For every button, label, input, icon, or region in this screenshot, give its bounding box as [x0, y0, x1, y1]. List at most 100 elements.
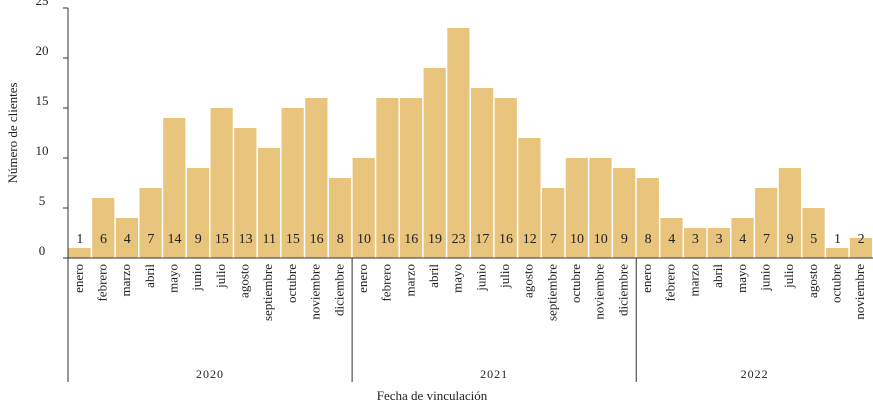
data-label: 7: [147, 232, 154, 247]
x-tick-label: enero: [639, 264, 654, 293]
data-label: 15: [215, 232, 229, 247]
bar: [447, 28, 470, 258]
bar: [68, 248, 91, 258]
bar: [471, 88, 494, 258]
x-tick-label: marzo: [686, 264, 701, 296]
data-label: 8: [337, 232, 344, 247]
bar: [826, 248, 849, 258]
x-axis-title: Fecha de vinculación: [377, 388, 488, 403]
x-tick-label: noviembre: [592, 264, 607, 320]
data-label: 12: [523, 232, 537, 247]
y-tick-label: 5: [39, 193, 46, 208]
data-label: 3: [716, 232, 723, 247]
bar: [281, 108, 304, 258]
bar: [542, 188, 565, 258]
x-group-label: 2020: [196, 367, 224, 381]
bar: [613, 168, 636, 258]
data-label: 10: [357, 232, 371, 247]
x-tick-label: octubre: [828, 264, 843, 303]
data-label: 7: [550, 232, 557, 247]
bar: [849, 238, 872, 258]
bar: [731, 218, 754, 258]
y-tick-label: 20: [36, 43, 49, 58]
x-tick-label: diciembre: [331, 264, 346, 316]
y-tick-label: 0: [39, 243, 46, 258]
x-tick-label: mayo: [734, 264, 749, 293]
x-tick-label: febrero: [94, 264, 109, 302]
bar: [210, 108, 233, 258]
data-label: 19: [428, 232, 442, 247]
data-label: 17: [475, 232, 489, 247]
bar: [707, 228, 730, 258]
x-tick-label: julio: [213, 264, 228, 289]
bar: [257, 148, 281, 258]
x-tick-label: mayo: [166, 264, 181, 293]
data-label: 6: [100, 232, 107, 247]
bar: [778, 168, 801, 258]
x-tick-label: septiembre: [260, 264, 275, 321]
data-label: 9: [787, 232, 794, 247]
x-tick-label: octubre: [284, 264, 299, 303]
x-tick-label: julio: [497, 264, 512, 289]
bar: [328, 178, 352, 258]
x-tick-label: marzo: [402, 264, 417, 296]
data-label: 9: [195, 232, 202, 247]
bar: [494, 98, 517, 258]
bar: [139, 188, 162, 258]
x-tick-label: enero: [71, 264, 86, 293]
y-axis-title: Número de clientes: [5, 82, 20, 183]
x-tick-label: agosto: [237, 264, 252, 298]
x-tick-label: junio: [473, 264, 488, 292]
y-tick-label: 15: [36, 93, 49, 108]
data-label: 16: [404, 232, 418, 247]
x-tick-label: agosto: [521, 264, 536, 298]
x-tick-label: noviembre: [852, 264, 867, 320]
x-tick-label: mayo: [450, 264, 465, 293]
y-tick-label: 10: [36, 143, 49, 158]
x-tick-label: junio: [189, 264, 204, 292]
bar: [376, 98, 399, 258]
data-label: 16: [499, 232, 513, 247]
x-tick-label: septiembre: [544, 264, 559, 321]
x-tick-label: diciembre: [615, 264, 630, 316]
x-tick-label: febrero: [379, 264, 394, 302]
data-label: 16: [310, 232, 324, 247]
bar: [423, 68, 446, 258]
bar: [636, 178, 659, 258]
data-label: 9: [621, 232, 628, 247]
bar: [565, 158, 588, 258]
y-tick-label: 25: [36, 0, 49, 8]
data-label: 10: [594, 232, 608, 247]
data-label: 4: [124, 232, 131, 247]
data-label: 2: [858, 232, 865, 247]
x-group-label: 2021: [480, 367, 508, 381]
bar: [234, 128, 257, 258]
data-label: 23: [452, 232, 466, 247]
x-tick-label: agosto: [805, 264, 820, 298]
data-label: 8: [645, 232, 652, 247]
data-label: 4: [668, 232, 675, 247]
x-tick-label: abril: [142, 264, 157, 288]
data-label: 15: [286, 232, 300, 247]
data-label: 1: [76, 232, 83, 247]
bar: [163, 118, 186, 258]
data-label: 3: [692, 232, 699, 247]
bar: [802, 208, 825, 258]
data-label: 4: [739, 232, 746, 247]
bar: [92, 198, 115, 258]
bar: [755, 188, 778, 258]
data-label: 5: [810, 232, 817, 247]
x-tick-label: julio: [781, 264, 796, 289]
data-label: 16: [381, 232, 395, 247]
bar: [660, 218, 683, 258]
bar: [589, 158, 612, 258]
x-tick-label: junio: [757, 264, 772, 292]
x-tick-label: marzo: [118, 264, 133, 296]
data-label: 11: [263, 232, 276, 247]
data-label: 1: [834, 232, 841, 247]
data-label: 14: [168, 232, 182, 247]
data-label: 10: [570, 232, 584, 247]
x-tick-label: abril: [426, 264, 441, 288]
bar: [352, 158, 375, 258]
